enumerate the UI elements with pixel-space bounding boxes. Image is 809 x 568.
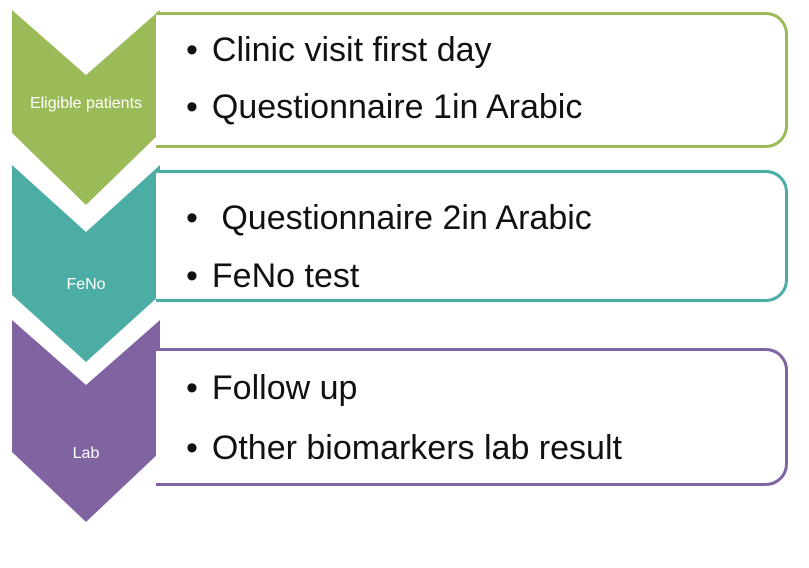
chevron-feno xyxy=(12,165,160,362)
step-box-eligible-patients: Clinic visit first day Questionnaire 1in… xyxy=(156,12,788,148)
list-item: Other biomarkers lab result xyxy=(186,429,622,468)
list-item: Questionnaire 2in Arabic xyxy=(186,199,591,238)
list-item: Follow up xyxy=(186,369,358,408)
step-label: Lab xyxy=(72,445,100,462)
chevron-eligible-patients xyxy=(12,10,160,205)
list-item: Questionnaire 1in Arabic xyxy=(186,88,582,127)
step-box-lab: Follow up Other biomarkers lab result xyxy=(156,348,788,486)
step-label: Eligible patients xyxy=(29,95,143,112)
list-item: Clinic visit first day xyxy=(186,31,492,70)
step-label: FeNo xyxy=(66,276,106,293)
list-item: FeNo test xyxy=(186,257,359,296)
chevron-lab xyxy=(12,320,160,522)
step-box-feno: Questionnaire 2in Arabic FeNo test xyxy=(156,170,788,302)
